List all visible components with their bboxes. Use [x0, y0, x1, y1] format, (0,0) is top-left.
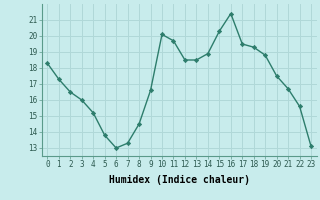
X-axis label: Humidex (Indice chaleur): Humidex (Indice chaleur): [109, 175, 250, 185]
